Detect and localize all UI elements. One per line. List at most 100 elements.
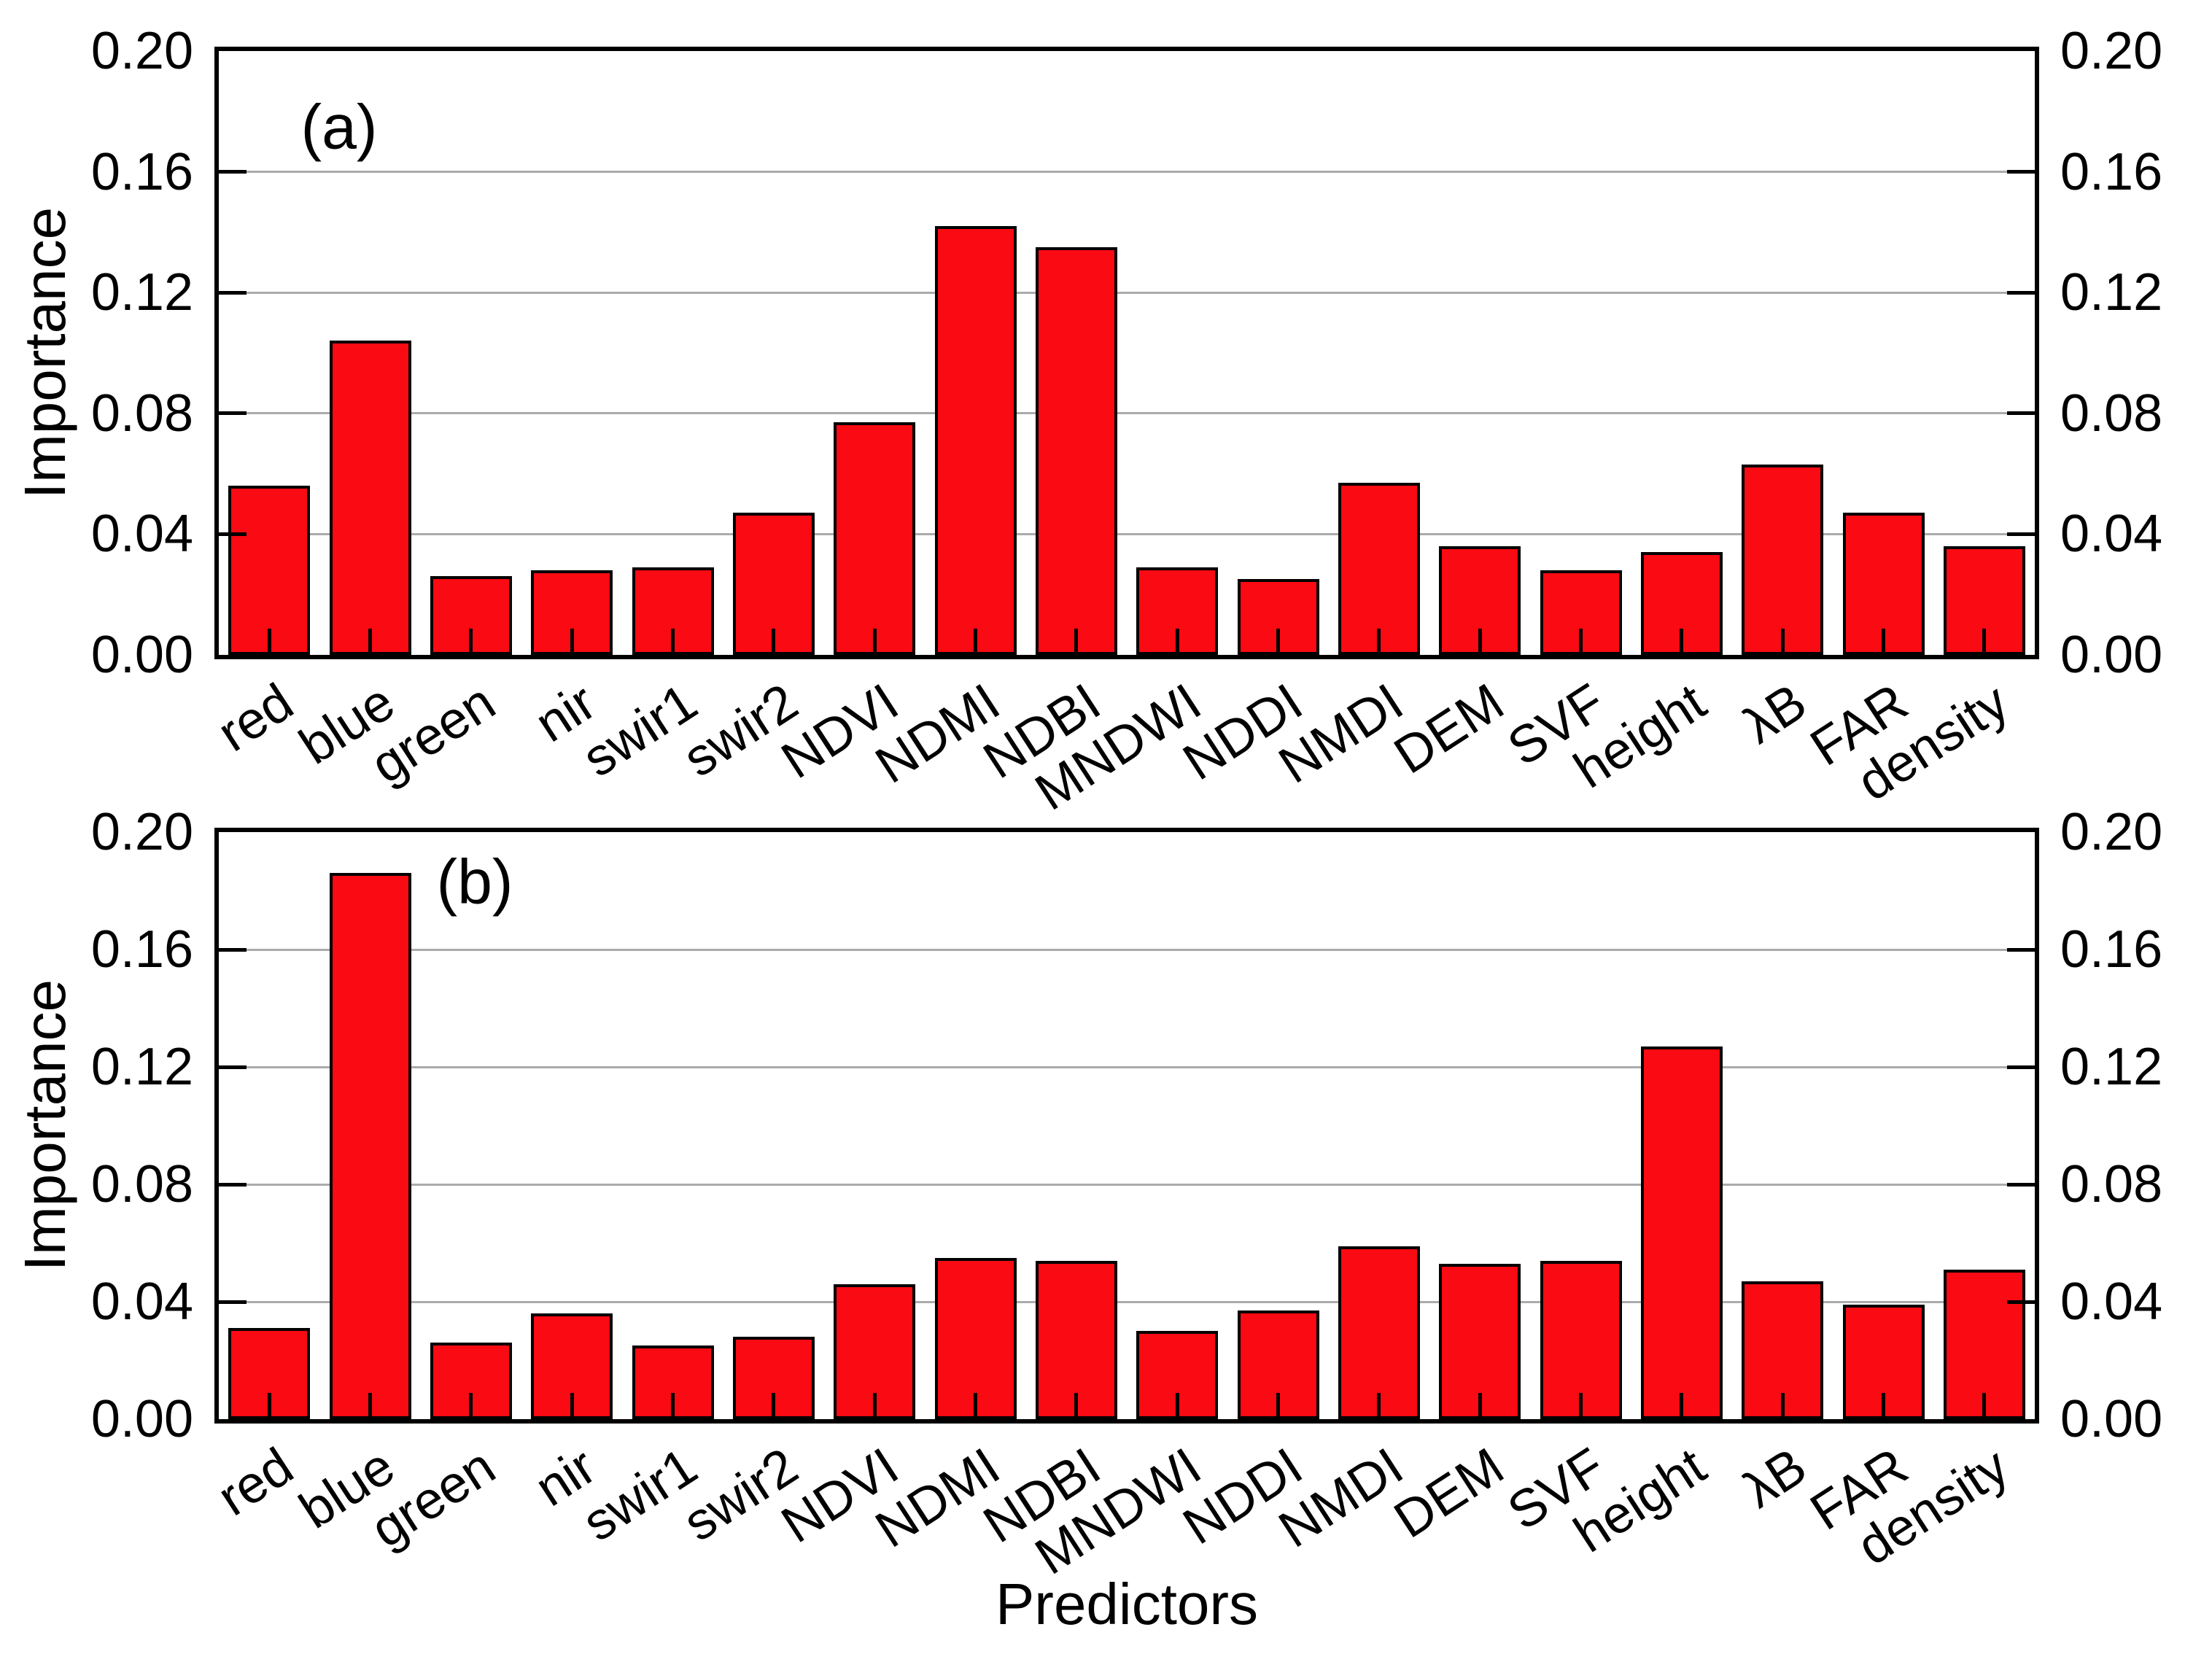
x-tick: [1982, 629, 1987, 655]
y-axis-title-panel-b: Importance: [12, 979, 77, 1272]
y-tick-label-right: 0.16: [2060, 142, 2163, 201]
y-tick-label-left: 0.00: [90, 1390, 193, 1448]
gridline: [219, 171, 2035, 174]
y-tick-label-left: 0.20: [90, 803, 193, 861]
x-tick: [267, 1393, 271, 1419]
y-tick-label-right: 0.04: [2060, 1273, 2163, 1331]
x-tick: [872, 1393, 877, 1419]
y-tick-right: [2007, 1182, 2035, 1187]
gridline: [219, 532, 2035, 535]
x-tick: [1982, 1393, 1987, 1419]
y-tick-label-right: 0.00: [2060, 1390, 2163, 1448]
y-tick-label-right: 0.12: [2060, 1038, 2163, 1096]
y-tick-label-right: 0.08: [2060, 384, 2163, 443]
bar-NDBI: [1035, 247, 1117, 655]
y-tick-label-left: 0.00: [90, 626, 193, 684]
x-tick: [974, 629, 977, 655]
x-tick: [772, 1393, 776, 1419]
x-tick: [469, 1393, 473, 1419]
x-tick: [570, 629, 574, 655]
x-tick: [1680, 629, 1684, 655]
y-tick-left: [219, 532, 247, 536]
y-tick-label-right: 0.12: [2060, 263, 2163, 322]
x-tick: [772, 629, 776, 655]
y-tick-right: [2007, 290, 2035, 295]
x-tick: [671, 1393, 675, 1419]
x-tick: [1882, 1393, 1885, 1419]
y-tick-right: [2007, 1300, 2035, 1304]
gridline: [219, 1065, 2035, 1068]
x-tick: [1175, 629, 1179, 655]
gridline: [219, 948, 2035, 951]
bar-NMDI: [1338, 483, 1420, 655]
x-tick: [1377, 1393, 1381, 1419]
y-tick-right: [2007, 170, 2035, 174]
y-tick-left: [219, 1065, 247, 1069]
y-tick-label-left: 0.04: [90, 505, 193, 564]
gridline: [219, 291, 2035, 294]
panel-b-letter: (b): [436, 847, 513, 917]
bar-NDVI: [834, 422, 916, 655]
plot-frame-panel-b: [214, 828, 2039, 1424]
bar-height: [1640, 1046, 1723, 1419]
x-tick: [1680, 1393, 1684, 1419]
y-tick-left: [219, 947, 247, 952]
x-tick: [1478, 1393, 1482, 1419]
x-tick: [1074, 1393, 1079, 1419]
y-tick-left: [219, 1182, 247, 1187]
y-tick-label-left: 0.08: [90, 1155, 193, 1214]
x-tick: [570, 1393, 574, 1419]
y-tick-right: [2007, 532, 2035, 536]
y-tick-left: [219, 170, 247, 174]
bar-NMDI: [1338, 1246, 1420, 1419]
panel-a-letter: (a): [300, 92, 378, 163]
x-tick: [974, 1393, 977, 1419]
bar-NDVI: [834, 1284, 916, 1419]
x-axis-title: Predictors: [995, 1572, 1259, 1636]
y-tick-label-left: 0.16: [90, 142, 193, 201]
y-tick-left: [219, 1300, 247, 1304]
x-tick: [1780, 1393, 1785, 1419]
x-tick: [1175, 1393, 1179, 1419]
x-tick: [1276, 1393, 1280, 1419]
bar-red: [228, 486, 311, 655]
x-tick: [469, 629, 473, 655]
plot-frame-panel-a: [214, 47, 2039, 659]
bar-FAR: [1842, 1305, 1925, 1419]
y-tick-right: [2007, 1065, 2035, 1069]
gridline: [219, 1300, 2035, 1303]
x-tick: [1882, 629, 1885, 655]
y-tick-left: [219, 411, 247, 416]
x-tick: [671, 629, 675, 655]
y-tick-label-right: 0.20: [2060, 22, 2163, 80]
bar-NDMI: [934, 226, 1017, 655]
x-tick: [267, 629, 271, 655]
x-tick: [1780, 629, 1785, 655]
y-tick-label-left: 0.12: [90, 263, 193, 322]
x-tick: [1276, 629, 1280, 655]
x-tick: [1579, 629, 1583, 655]
x-tick: [872, 629, 877, 655]
y-tick-label-right: 0.04: [2060, 505, 2163, 564]
x-tick: [1579, 1393, 1583, 1419]
bar-blue: [329, 873, 411, 1419]
bar-NDBI: [1035, 1261, 1117, 1419]
y-tick-label-right: 0.00: [2060, 626, 2163, 684]
x-tick: [368, 629, 372, 655]
y-tick-label-right: 0.20: [2060, 803, 2163, 861]
y-tick-right: [2007, 411, 2035, 416]
y-tick-label-left: 0.04: [90, 1273, 193, 1331]
y-axis-title-panel-a: Importance: [12, 206, 77, 500]
y-tick-label-left: 0.20: [90, 22, 193, 80]
x-tick: [1074, 629, 1079, 655]
y-tick-label-left: 0.12: [90, 1038, 193, 1096]
y-tick-right: [2007, 947, 2035, 952]
x-tick: [368, 1393, 372, 1419]
y-tick-label-left: 0.16: [90, 920, 193, 979]
bar-blue: [329, 341, 411, 655]
x-tick: [1377, 629, 1381, 655]
y-tick-label-left: 0.08: [90, 384, 193, 443]
y-tick-left: [219, 290, 247, 295]
gridline: [219, 412, 2035, 415]
